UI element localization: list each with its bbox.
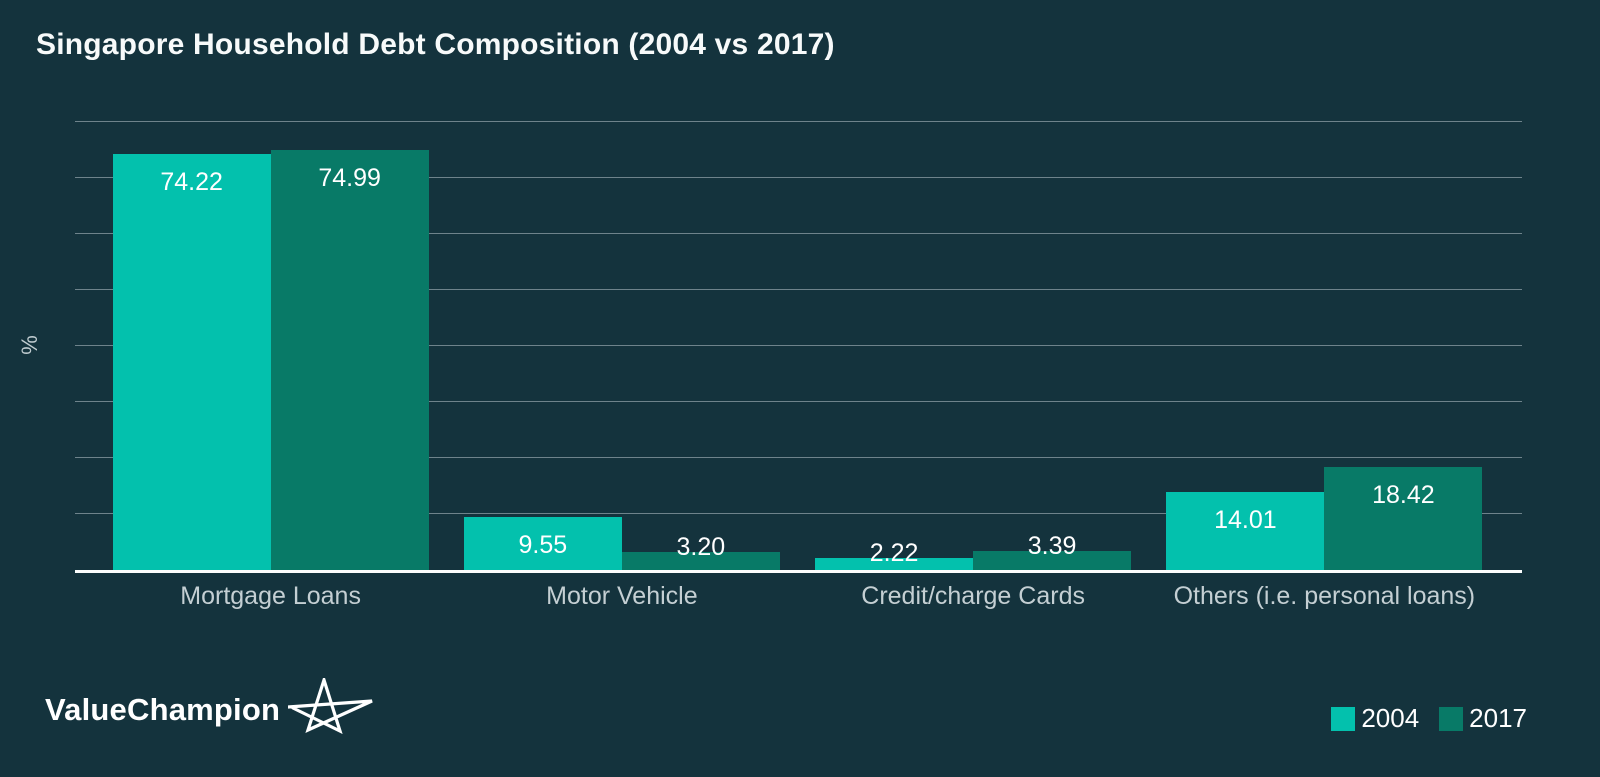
gridline-20 [75,457,1522,458]
x-label-motor-vehicle: Motor Vehicle [546,582,698,610]
bar-2017-motor-vehicle: 3.20 [621,533,780,570]
legend-label-2004: 2004 [1361,703,1420,733]
star-icon [288,678,373,734]
bar-value-label-2004-mortgage-loans: 74.22 [160,168,223,197]
bar-2004-mortgage-loans: 74.22 [112,154,271,570]
legend-swatch-2004 [1331,706,1356,731]
bar-group-mortgage-loans: 74.22 74.99 [95,122,446,570]
legend-item-2004: 2004 [1331,703,1419,734]
gridline-80 [75,121,1522,122]
gridline-60 [75,233,1522,234]
bar-value-label-2017-motor-vehicle: 3.20 [676,533,726,562]
bar-value-label-2017-mortgage-loans: 74.99 [318,164,381,193]
y-axis-label: % [17,335,42,355]
bar-value-label-2017-others-i-e-personal-loans: 18.42 [1372,480,1435,509]
bar-2004-others-i-e-personal-loans: 14.01 [1166,491,1325,570]
bar-2017-others-i-e-personal-loans: 18.42 [1324,466,1483,570]
page-title: Singapore Household Debt Composition (20… [36,28,835,61]
gridline-40 [75,345,1522,346]
x-label-mortgage-loans: Mortgage Loans [180,582,361,610]
bar-value-label-2004-credit-charge-cards: 2.22 [869,538,919,567]
bars-area: 74.22 74.99 9.55 3.20 2.22 3.39 14.01 18.42 [95,122,1500,570]
bar-2004-credit-charge-cards: 2.22 [815,539,974,570]
bar-value-label-2017-credit-charge-cards: 3.39 [1027,532,1077,561]
gridline-50 [75,289,1522,290]
gridline-30 [75,401,1522,402]
bar-2017-mortgage-loans: 74.99 [270,150,429,570]
bar-value-label-2004-motor-vehicle: 9.55 [518,530,568,559]
bar-2004-motor-vehicle: 9.55 [463,516,622,570]
bar-group-motor-vehicle: 9.55 3.20 [446,122,797,570]
valuechampion-logo: ValueChampion [45,678,376,734]
x-label-credit-charge-cards: Credit/charge Cards [861,582,1085,610]
gridline-10 [75,513,1522,514]
gridline-70 [75,177,1522,178]
bar-value-label-2004-others-i-e-personal-loans: 14.01 [1214,505,1277,534]
x-label-others-i-e-personal-loans: Others (i.e. personal loans) [1173,582,1476,610]
bar-group-others-i-e-personal-loans: 14.01 18.42 [1149,122,1500,570]
legend: 2004 2017 [1331,703,1527,734]
legend-label-2017: 2017 [1469,703,1527,733]
bar-group-credit-charge-cards: 2.22 3.39 [798,122,1149,570]
bar-2017-credit-charge-cards: 3.39 [973,532,1132,570]
legend-item-2017: 2017 [1439,703,1527,734]
x-axis-labels: Mortgage Loans Motor Vehicle Credit/charge… [95,582,1500,614]
legend-swatch-2017 [1439,706,1464,731]
plot-area: 74.22 74.99 9.55 3.20 2.22 3.39 14.01 18.42 [75,121,1522,573]
logo-text: ValueChampion [45,692,281,727]
